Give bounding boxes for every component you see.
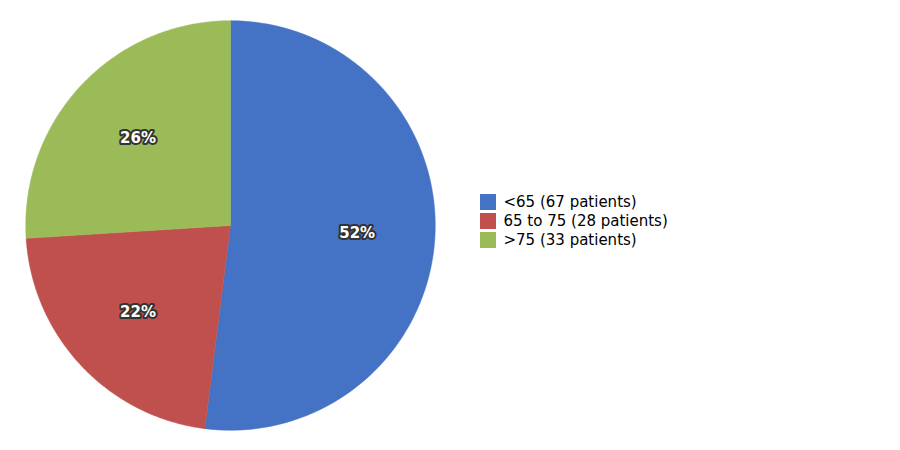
html-text:65 to 75 (28 patients): 65 to 75 (28 patients) <box>503 211 668 230</box>
svg-text:26%: 26% <box>120 129 156 147</box>
html-text:<65 (67 patients): <65 (67 patients) <box>503 192 637 211</box>
html-text:>75 (33 patients): >75 (33 patients) <box>503 230 637 249</box>
svg-text:22%: 22% <box>120 303 156 321</box>
svg-text:52%: 52% <box>339 224 375 242</box>
